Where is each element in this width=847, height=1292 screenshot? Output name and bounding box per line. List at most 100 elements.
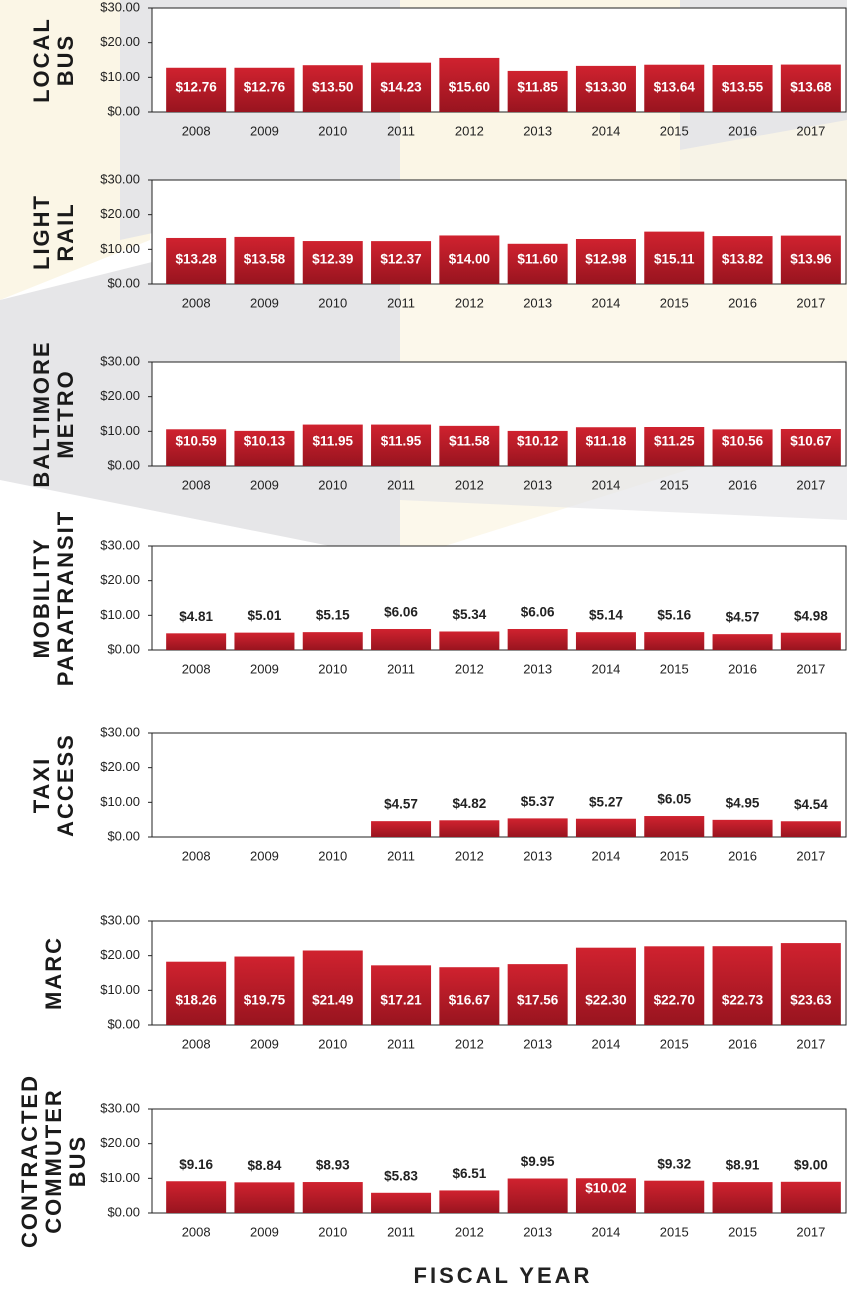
value-label: $10.13 xyxy=(244,434,286,449)
y-tick-label: $10.00 xyxy=(100,982,140,997)
bar xyxy=(234,67,295,112)
value-label: $5.27 xyxy=(589,794,623,809)
value-label: $15.11 xyxy=(654,252,695,267)
panel-title: LOCAL xyxy=(29,17,54,103)
value-label: $13.64 xyxy=(654,80,696,95)
x-tick-label: 2015 xyxy=(660,1224,689,1239)
bar xyxy=(507,70,568,112)
value-label: $4.54 xyxy=(794,797,828,812)
x-tick-label: 2008 xyxy=(182,1036,211,1051)
x-tick-label: 2015 xyxy=(660,848,689,863)
value-label: $12.76 xyxy=(176,80,218,95)
bar xyxy=(644,427,705,466)
x-tick-label: 2017 xyxy=(796,1036,825,1051)
value-label: $16.67 xyxy=(449,993,490,1008)
panel-title: CONTRACTED xyxy=(17,1074,42,1248)
value-label: $11.95 xyxy=(312,434,353,449)
bar xyxy=(302,950,363,1025)
panel-title: MOBILITY xyxy=(29,537,54,658)
x-tick-label: 2009 xyxy=(250,1036,279,1051)
bar xyxy=(780,235,841,284)
bar xyxy=(575,818,636,837)
bar xyxy=(507,628,568,650)
x-tick-label: 2014 xyxy=(591,477,620,492)
panel-title: COMMUTER xyxy=(41,1088,66,1234)
value-label: $10.56 xyxy=(722,434,764,449)
bar xyxy=(166,961,227,1025)
bar xyxy=(712,819,773,837)
value-label: $4.82 xyxy=(452,796,486,811)
y-tick-label: $30.00 xyxy=(100,0,140,14)
bar xyxy=(780,429,841,466)
value-label: $4.98 xyxy=(794,608,828,623)
value-label: $4.95 xyxy=(726,795,760,810)
panel-title: LIGHT xyxy=(29,194,54,270)
x-axis-title: FISCAL YEAR xyxy=(414,1263,593,1288)
bar xyxy=(234,236,295,284)
x-tick-label: 2009 xyxy=(250,661,279,676)
value-label: $10.67 xyxy=(790,434,831,449)
x-tick-label: 2008 xyxy=(182,295,211,310)
bar xyxy=(780,943,841,1025)
bar xyxy=(439,425,500,466)
value-label: $11.95 xyxy=(381,434,422,449)
panel: LOCAL BUS $0.00 $10.00 $20.00 $30.00 2008 $12.7… xyxy=(29,0,847,138)
value-label: $21.49 xyxy=(312,993,353,1008)
bar xyxy=(712,429,773,466)
x-tick-label: 2012 xyxy=(455,661,484,676)
bar xyxy=(439,631,500,650)
bar xyxy=(166,237,227,284)
panel-title: MARC xyxy=(41,936,66,1010)
x-tick-label: 2013 xyxy=(523,661,552,676)
bar xyxy=(780,821,841,837)
bar xyxy=(166,67,227,112)
panel: MOBILITY PARATRANSIT $0.00 $10.00 $20.00 $30.… xyxy=(29,510,847,686)
y-tick-label: $10.00 xyxy=(100,607,140,622)
bar xyxy=(507,430,568,466)
value-label: $4.81 xyxy=(179,609,213,624)
bar xyxy=(644,64,705,112)
x-tick-label: 2011 xyxy=(387,848,415,863)
value-label: $8.93 xyxy=(316,1158,350,1173)
value-label: $5.14 xyxy=(589,608,623,623)
x-tick-label: 2012 xyxy=(455,477,484,492)
panel-title: BUS xyxy=(65,1135,90,1187)
value-label: $11.58 xyxy=(449,434,490,449)
x-tick-label: 2009 xyxy=(250,1224,279,1239)
x-tick-label: 2014 xyxy=(591,295,620,310)
bar xyxy=(439,1190,500,1213)
panel-title: BALTIMORE xyxy=(29,340,54,487)
x-tick-label: 2014 xyxy=(591,1224,620,1239)
bar xyxy=(302,1182,363,1213)
panel: BALTIMORE METRO $0.00 $10.00 $20.00 $30.00 200… xyxy=(29,340,847,492)
y-tick-label: $30.00 xyxy=(100,1100,140,1115)
bar xyxy=(507,1178,568,1213)
bar xyxy=(780,632,841,650)
bar xyxy=(712,946,773,1025)
value-label: $18.26 xyxy=(176,993,218,1008)
x-tick-label: 2013 xyxy=(523,477,552,492)
bar xyxy=(644,946,705,1025)
x-tick-label: 2013 xyxy=(523,123,552,138)
y-tick-label: $20.00 xyxy=(100,1135,140,1150)
value-label: $17.21 xyxy=(380,993,422,1008)
bar xyxy=(780,1181,841,1213)
x-tick-label: 2015 xyxy=(660,477,689,492)
y-tick-label: $30.00 xyxy=(100,912,140,927)
value-label: $15.60 xyxy=(449,80,490,95)
value-label: $5.37 xyxy=(521,794,555,809)
value-label: $6.05 xyxy=(657,792,691,807)
x-tick-label: 2015 xyxy=(660,1036,689,1051)
x-tick-label: 2010 xyxy=(318,661,347,676)
bar xyxy=(302,241,363,284)
panel-title: ACCESS xyxy=(53,733,78,837)
value-label: $13.58 xyxy=(244,252,286,267)
bar xyxy=(234,430,295,466)
x-tick-label: 2017 xyxy=(796,661,825,676)
panel: MARC $0.00 $10.00 $20.00 $30.00 2008 $18.26 200… xyxy=(41,912,847,1051)
y-tick-label: $30.00 xyxy=(100,537,140,552)
value-label: $11.60 xyxy=(517,252,558,267)
bar xyxy=(302,424,363,466)
